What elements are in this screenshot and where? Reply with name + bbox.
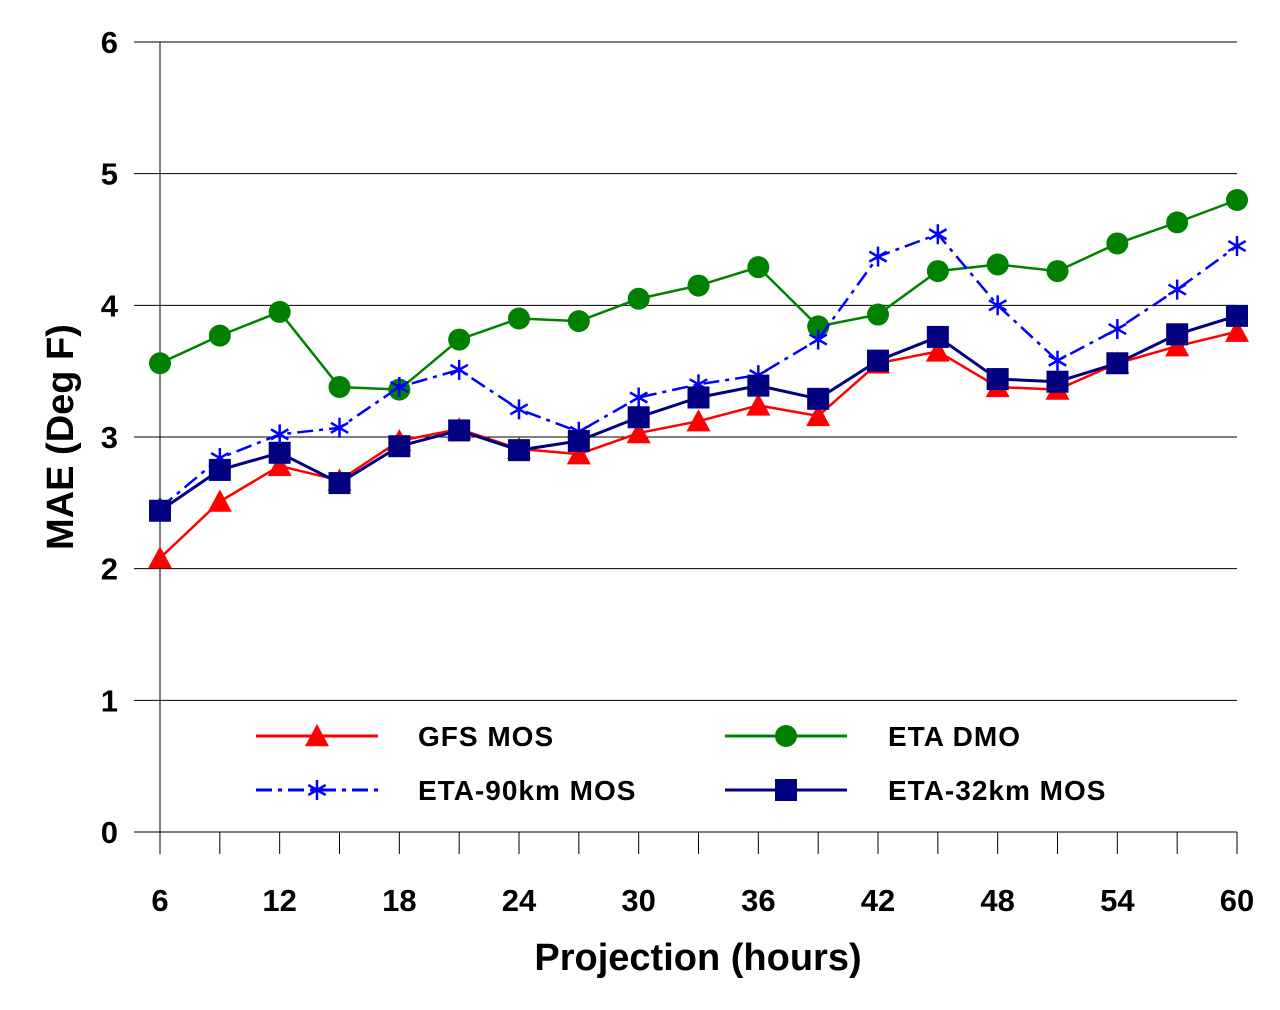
y-tick-label: 4 <box>101 288 119 323</box>
asterisk-marker <box>869 247 886 267</box>
asterisk-marker <box>1228 236 1245 256</box>
series-gfs-mos <box>148 320 1249 569</box>
circle-marker <box>568 310 590 332</box>
gridlines <box>160 42 1237 700</box>
circle-marker <box>149 352 171 374</box>
x-tick-label: 30 <box>621 883 655 918</box>
legend-label: ETA-90km MOS <box>418 775 636 806</box>
x-axis-title: Projection (hours) <box>534 937 861 979</box>
y-tick-label: 6 <box>101 25 118 60</box>
y-tick-label: 1 <box>101 683 118 718</box>
axes <box>134 42 1237 854</box>
x-tick-label: 54 <box>1100 883 1135 918</box>
square-marker <box>867 350 889 372</box>
square-marker <box>269 442 291 464</box>
legend-label: ETA-32km MOS <box>888 775 1106 806</box>
square-marker <box>329 472 351 494</box>
circle-marker <box>747 256 769 278</box>
asterisk-marker <box>1109 319 1126 339</box>
square-marker <box>388 435 410 457</box>
x-tick-label: 24 <box>502 883 537 918</box>
series-eta-dmo <box>149 189 1248 401</box>
triangle-marker <box>687 409 711 431</box>
x-tick-label: 60 <box>1220 883 1254 918</box>
x-tick-label: 48 <box>980 883 1014 918</box>
square-marker <box>1166 323 1188 345</box>
circle-marker <box>628 288 650 310</box>
circle-marker <box>1047 260 1069 282</box>
circle-marker <box>508 308 530 330</box>
circle-marker <box>329 376 351 398</box>
legend-label: ETA DMO <box>888 721 1021 752</box>
x-tick-label: 12 <box>262 883 296 918</box>
y-axis-title: MAE (Deg F) <box>40 324 82 550</box>
circle-marker <box>1226 189 1248 211</box>
legend-item: ETA DMO <box>725 721 1021 752</box>
circle-marker <box>269 301 291 323</box>
series-group <box>148 189 1249 568</box>
legend-item: ETA-32km MOS <box>725 775 1106 806</box>
circle-marker <box>927 260 949 282</box>
square-marker <box>1226 305 1248 327</box>
y-tick-labels: 0 1 2 3 4 5 6 <box>101 25 119 850</box>
x-tick-labels: 6 12 18 24 30 36 42 48 54 60 <box>151 883 1254 918</box>
circle-marker <box>987 254 1009 276</box>
x-tick-label: 42 <box>861 883 895 918</box>
square-marker <box>149 500 171 522</box>
legend-item: ETA-90km MOS <box>256 775 636 806</box>
x-tick-label: 6 <box>151 883 168 918</box>
square-marker <box>568 430 590 452</box>
asterisk-marker <box>1168 280 1185 300</box>
square-marker <box>688 387 710 409</box>
square-marker <box>628 406 650 428</box>
square-marker <box>987 368 1009 390</box>
asterisk-marker <box>450 360 467 380</box>
square-marker <box>807 388 829 410</box>
triangle-marker <box>208 490 232 512</box>
y-tick-label: 3 <box>101 420 118 455</box>
asterisk-marker <box>630 388 647 408</box>
circle-marker <box>209 325 231 347</box>
circle-marker <box>448 329 470 351</box>
circle-marker <box>688 275 710 297</box>
square-marker <box>927 326 949 348</box>
x-tick-label: 18 <box>382 883 416 918</box>
square-marker <box>1047 371 1069 393</box>
square-marker <box>775 779 797 801</box>
square-marker <box>448 419 470 441</box>
triangle-marker <box>746 393 770 415</box>
y-tick-label: 5 <box>101 157 118 192</box>
square-marker <box>1106 352 1128 374</box>
square-marker <box>508 439 530 461</box>
circle-marker <box>1106 232 1128 254</box>
asterisk-marker <box>271 424 288 444</box>
legend: GFS MOS ETA DMO ETA-90km MOS ETA-32km MOS <box>256 721 1106 806</box>
square-marker <box>209 459 231 481</box>
square-marker <box>747 375 769 397</box>
circle-marker <box>867 304 889 326</box>
asterisk-marker <box>510 399 527 419</box>
y-tick-label: 0 <box>101 815 118 850</box>
x-tick-label: 36 <box>741 883 775 918</box>
legend-item: GFS MOS <box>256 721 554 752</box>
circle-marker <box>1166 211 1188 233</box>
circle-marker <box>775 725 797 747</box>
legend-label: GFS MOS <box>418 721 554 752</box>
y-tick-label: 2 <box>101 552 118 587</box>
